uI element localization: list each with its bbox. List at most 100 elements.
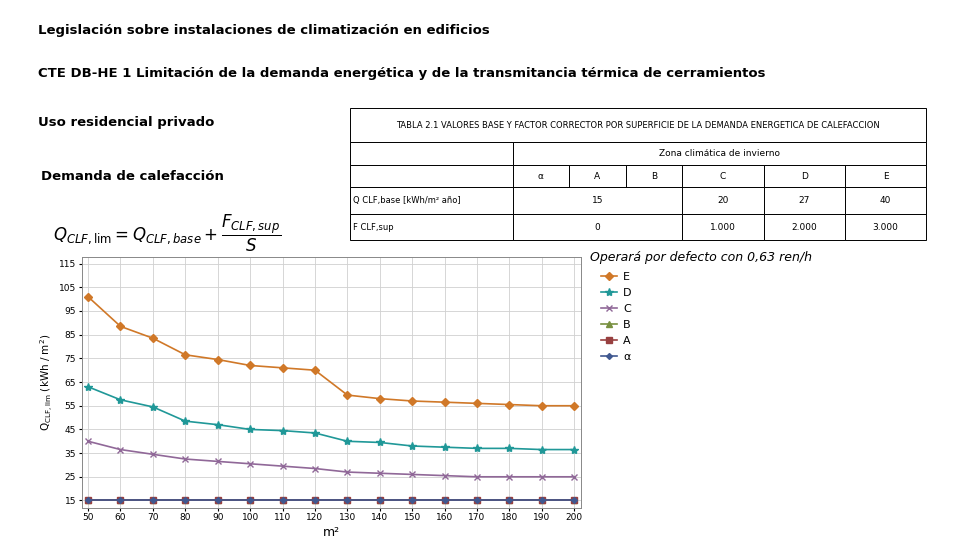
E — [568, 402, 580, 409]
C — [83, 438, 94, 444]
A — [374, 497, 386, 504]
E — [471, 400, 483, 407]
D — [212, 421, 224, 428]
Text: Demanda de calefacción: Demanda de calefacción — [40, 170, 224, 184]
Text: 20: 20 — [717, 196, 729, 205]
A — [115, 497, 127, 504]
B — [147, 497, 158, 504]
B — [374, 497, 386, 504]
E — [309, 367, 321, 374]
Text: 15: 15 — [591, 196, 603, 205]
Line: A: A — [85, 498, 577, 503]
C — [374, 470, 386, 476]
α — [212, 497, 224, 504]
D — [115, 396, 127, 403]
Text: 0: 0 — [594, 222, 600, 232]
C — [342, 469, 353, 475]
Line: C: C — [84, 438, 578, 480]
A — [309, 497, 321, 504]
D — [504, 445, 516, 451]
E — [374, 395, 386, 402]
C — [504, 474, 516, 480]
Bar — [683, 187, 763, 214]
Bar — [626, 165, 683, 187]
Bar — [845, 187, 926, 214]
Text: 40: 40 — [880, 196, 892, 205]
A — [212, 497, 224, 504]
B — [245, 497, 256, 504]
D — [406, 443, 418, 449]
A — [83, 497, 94, 504]
Line: D: D — [84, 383, 579, 454]
D — [83, 383, 94, 390]
Text: Q CLF,base [kWh/m² año]: Q CLF,base [kWh/m² año] — [353, 196, 461, 205]
B — [471, 497, 483, 504]
A — [342, 497, 353, 504]
Text: Operará por defecto con 0,63 ren/h: Operará por defecto con 0,63 ren/h — [589, 251, 812, 264]
α — [568, 497, 580, 504]
B — [115, 497, 127, 504]
Legend: E, D, C, B, A, α: E, D, C, B, A, α — [596, 267, 636, 367]
B — [536, 497, 547, 504]
Bar — [683, 165, 763, 187]
Text: 1.000: 1.000 — [710, 222, 736, 232]
C — [245, 461, 256, 467]
D — [536, 447, 547, 453]
C — [568, 474, 580, 480]
Line: α: α — [86, 498, 576, 503]
Y-axis label: Q$_{\mathregular{CLF,lim}}$ (kWh / m$^2$): Q$_{\mathregular{CLF,lim}}$ (kWh / m$^2$… — [37, 333, 55, 431]
D — [342, 438, 353, 444]
α — [276, 497, 288, 504]
E — [276, 364, 288, 371]
A — [439, 497, 450, 504]
Bar — [513, 143, 926, 165]
Bar — [569, 165, 626, 187]
D — [374, 439, 386, 446]
A — [147, 497, 158, 504]
E — [115, 323, 127, 329]
Bar — [513, 187, 683, 214]
D — [568, 447, 580, 453]
C — [536, 474, 547, 480]
D — [276, 427, 288, 434]
C — [180, 456, 191, 462]
E — [439, 399, 450, 406]
D — [147, 404, 158, 410]
α — [309, 497, 321, 504]
C — [147, 451, 158, 457]
E — [536, 402, 547, 409]
α — [147, 497, 158, 504]
C — [276, 463, 288, 469]
C — [309, 465, 321, 472]
E — [212, 356, 224, 363]
D — [439, 444, 450, 450]
B — [439, 497, 450, 504]
A — [504, 497, 516, 504]
A — [568, 497, 580, 504]
Bar — [513, 214, 683, 240]
Text: F CLF,sup: F CLF,sup — [353, 222, 394, 232]
E — [147, 335, 158, 341]
D — [180, 418, 191, 424]
Text: TABLA 2.1 VALORES BASE Y FACTOR CORRECTOR POR SUPERFICIE DE LA DEMANDA ENERGETIC: TABLA 2.1 VALORES BASE Y FACTOR CORRECTO… — [396, 121, 880, 130]
Text: 2.000: 2.000 — [791, 222, 817, 232]
B — [180, 497, 191, 504]
A — [536, 497, 547, 504]
C — [439, 472, 450, 479]
B — [568, 497, 580, 504]
A — [471, 497, 483, 504]
C — [471, 474, 483, 480]
α — [504, 497, 516, 504]
A — [406, 497, 418, 504]
X-axis label: m²: m² — [323, 526, 340, 539]
B — [83, 497, 94, 504]
C — [212, 458, 224, 464]
Bar — [845, 214, 926, 240]
C — [406, 471, 418, 478]
Text: 27: 27 — [799, 196, 810, 205]
α — [115, 497, 127, 504]
D — [471, 445, 483, 451]
α — [536, 497, 547, 504]
Bar — [763, 165, 845, 187]
Bar — [350, 214, 513, 240]
